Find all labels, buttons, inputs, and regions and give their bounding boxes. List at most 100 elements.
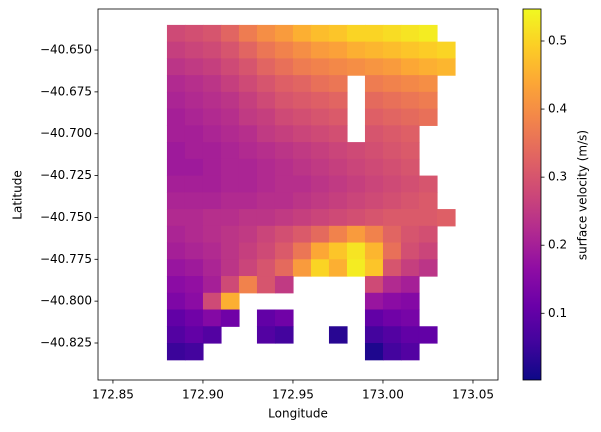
mesh-cell — [400, 158, 420, 177]
mesh-cell — [328, 192, 348, 210]
mesh-cell — [310, 259, 330, 277]
mesh-cell — [418, 108, 438, 126]
mesh-cell — [184, 309, 204, 327]
mesh-cell — [364, 309, 384, 327]
mesh-cell — [256, 326, 276, 344]
mesh-cell — [382, 326, 402, 344]
mesh-cell — [328, 142, 348, 160]
mesh-cell — [292, 125, 312, 143]
mesh-cell — [400, 192, 420, 210]
mesh-cell — [328, 242, 348, 260]
mesh-cell — [292, 209, 312, 227]
mesh-cell — [238, 259, 258, 277]
mesh-cell — [328, 91, 348, 110]
mesh-cell — [220, 309, 240, 327]
mesh-cell — [256, 125, 276, 143]
mesh-cell — [256, 24, 276, 43]
mesh-cell — [238, 24, 258, 43]
mesh-cell — [220, 24, 240, 43]
mesh-cell — [274, 209, 294, 227]
mesh-cell — [184, 142, 204, 160]
mesh-cell — [364, 326, 384, 344]
mesh-cell — [166, 175, 186, 193]
mesh-cell — [346, 142, 366, 160]
mesh-cell — [328, 58, 348, 76]
mesh-cell — [238, 75, 258, 93]
mesh-cell — [238, 209, 258, 227]
mesh-cell — [364, 125, 384, 143]
colorbar-tick-label: 0.2 — [548, 238, 567, 252]
mesh-cell — [436, 58, 456, 76]
mesh-cell — [310, 192, 330, 210]
mesh-cell — [274, 158, 294, 177]
mesh-cell — [184, 343, 204, 361]
mesh-cell — [418, 242, 438, 260]
mesh-cell — [382, 91, 402, 110]
colorbar-tick-label: 0.3 — [548, 170, 567, 184]
mesh-cell — [184, 225, 204, 244]
mesh-cell — [346, 225, 366, 244]
mesh-cell — [202, 242, 222, 260]
mesh-cell — [220, 58, 240, 76]
mesh-cell — [256, 309, 276, 327]
mesh-cell — [274, 326, 294, 344]
mesh-cell — [274, 276, 294, 294]
mesh-cell — [238, 242, 258, 260]
x-tick-label: 173.00 — [362, 388, 404, 402]
mesh-cell — [418, 91, 438, 110]
x-tick-label: 172.85 — [92, 388, 134, 402]
mesh-cell — [220, 259, 240, 277]
mesh-cell — [346, 41, 366, 59]
mesh-cell — [256, 41, 276, 59]
mesh-cell — [328, 259, 348, 277]
mesh-cell — [364, 276, 384, 294]
mesh-cell — [418, 175, 438, 193]
mesh-cell — [202, 91, 222, 110]
mesh-cell — [364, 225, 384, 244]
mesh-cell — [184, 125, 204, 143]
mesh-cell — [166, 192, 186, 210]
mesh-cell — [238, 225, 258, 244]
mesh-cell — [382, 209, 402, 227]
mesh-cell — [346, 192, 366, 210]
mesh-cell — [256, 75, 276, 93]
mesh-cell — [256, 276, 276, 294]
mesh-cell — [202, 158, 222, 177]
mesh-cell — [436, 209, 456, 227]
mesh-cell — [292, 24, 312, 43]
mesh-cell — [346, 175, 366, 193]
y-tick-label: −40.800 — [40, 294, 92, 308]
mesh-cell — [400, 58, 420, 76]
mesh-cell — [418, 259, 438, 277]
mesh-cell — [382, 58, 402, 76]
mesh-cell — [364, 175, 384, 193]
mesh-cell — [346, 24, 366, 43]
mesh-cell — [364, 192, 384, 210]
mesh-cell — [202, 209, 222, 227]
mesh-cell — [328, 108, 348, 126]
y-tick-label: −40.700 — [40, 126, 92, 140]
mesh-cell — [382, 175, 402, 193]
mesh-cell — [382, 75, 402, 93]
mesh-cell — [202, 24, 222, 43]
mesh-cell — [166, 242, 186, 260]
mesh-cell — [238, 192, 258, 210]
mesh-cell — [310, 58, 330, 76]
mesh-cell — [400, 276, 420, 294]
mesh-cell — [382, 192, 402, 210]
mesh-cell — [364, 58, 384, 76]
mesh-cell — [256, 175, 276, 193]
mesh-cell — [220, 242, 240, 260]
colorbar-tick-label: 0.4 — [548, 102, 567, 116]
mesh-cell — [256, 259, 276, 277]
mesh-cell — [310, 242, 330, 260]
mesh-cell — [256, 58, 276, 76]
mesh-cell — [202, 58, 222, 76]
mesh-cell — [382, 242, 402, 260]
colorbar-tick-label: 0.5 — [548, 33, 567, 47]
mesh-cell — [382, 343, 402, 361]
mesh-cell — [166, 75, 186, 93]
mesh-cell — [400, 343, 420, 361]
mesh-cell — [220, 125, 240, 143]
mesh-cell — [292, 142, 312, 160]
